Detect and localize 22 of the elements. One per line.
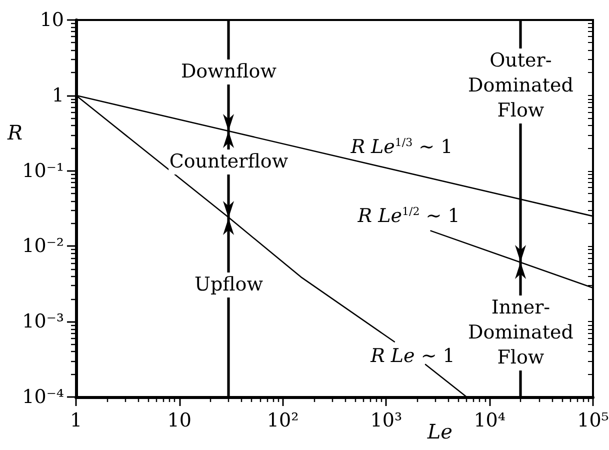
x-axis-title: Le	[427, 420, 453, 444]
annotation: Counterflow	[168, 149, 290, 174]
y-tick-label: 10⁻³	[22, 310, 64, 333]
annotation: Upflow	[193, 272, 264, 298]
x-tick-label: 10⁵	[577, 410, 609, 432]
series-label: R Le ∼ 1	[370, 345, 455, 368]
x-tick-label: 10³	[370, 410, 402, 432]
y-tick-label: 10⁻⁴	[22, 386, 64, 408]
y-tick-label: 10	[40, 9, 64, 31]
series-label: R Le$^{1/2}$ ∼ 1	[358, 204, 460, 228]
x-tick-label: 1	[70, 410, 82, 432]
y-axis-title: R	[7, 120, 23, 145]
annotation: Downflow	[180, 60, 278, 85]
x-tick-label: 10	[167, 410, 192, 432]
y-tick-label: 10⁻¹	[22, 160, 64, 182]
series-label: R Le$^{1/3}$ ∼ 1	[350, 135, 453, 158]
annotation: Outer-Dominated Flow	[467, 48, 574, 124]
x-tick-label: 10⁴	[474, 410, 506, 432]
y-tick-label: 10⁻²	[22, 235, 64, 258]
annotation: Inner-Dominated Flow	[467, 295, 574, 370]
y-tick-label: 1	[52, 84, 64, 106]
x-tick-label: 10²	[266, 410, 299, 432]
